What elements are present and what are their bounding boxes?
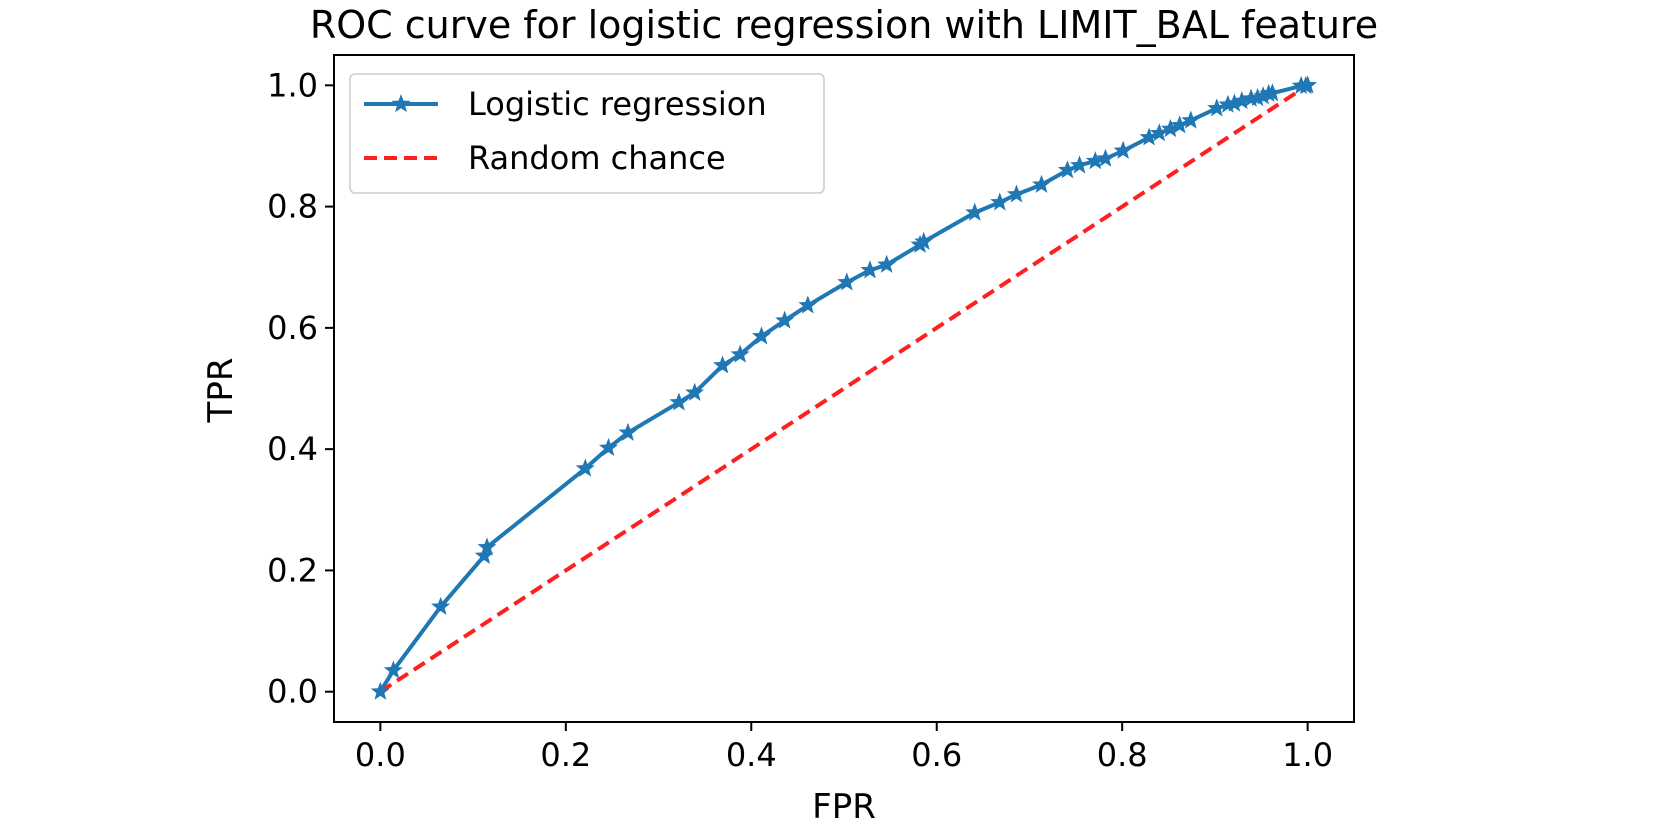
data-point-logistic-regression: [1218, 94, 1238, 113]
data-point-logistic-regression: [598, 437, 618, 457]
data-point-logistic-regression: [618, 422, 638, 441]
data-point-logistic-regression: [775, 310, 795, 329]
data-point-logistic-regression: [1224, 93, 1244, 112]
data-point-logistic-regression: [1232, 91, 1252, 110]
x-tick-label: 1.0: [1282, 736, 1333, 774]
legend-star-icon: [391, 94, 411, 113]
legend-label-random-chance: Random chance: [468, 139, 726, 177]
data-point-logistic-regression: [798, 295, 818, 314]
data-point-logistic-regression: [1149, 123, 1169, 142]
ticks-layer: 0.0 0.2 0.4 0.6 0.8 1.0 0.0 0.2 0.4 0.6 0.8 1.0: [267, 66, 1333, 774]
legend: Logistic regression Random chance: [349, 73, 825, 194]
data-point-logistic-regression: [1085, 151, 1105, 170]
data-point-logistic-regression: [1170, 115, 1190, 134]
y-tick-label: 0.4: [267, 430, 318, 468]
chart-title: ROC curve for logistic regression with L…: [310, 3, 1378, 47]
marks-layer: [370, 75, 1318, 700]
data-point-logistic-regression: [1032, 174, 1052, 193]
legend-box: [349, 73, 825, 194]
x-tick-label: 0.6: [911, 736, 962, 774]
data-point-logistic-regression: [1262, 83, 1282, 102]
x-axis-label: FPR: [812, 787, 876, 825]
data-point-logistic-regression: [370, 681, 390, 700]
data-point-logistic-regression: [1160, 118, 1180, 138]
data-point-logistic-regression: [914, 231, 934, 250]
y-tick-label: 0.2: [267, 551, 318, 589]
data-point-logistic-regression: [575, 458, 595, 477]
data-point-logistic-regression: [1181, 110, 1201, 129]
x-tick-label: 0.4: [726, 736, 777, 774]
data-point-logistic-regression: [669, 392, 689, 411]
data-point-logistic-regression: [965, 202, 985, 221]
legend-label-logistic-regression: Logistic regression: [468, 85, 767, 123]
data-point-logistic-regression: [837, 272, 857, 291]
y-tick-label: 1.0: [267, 66, 318, 104]
data-point-logistic-regression: [474, 545, 494, 564]
series-line-random-chance: [379, 83, 1309, 694]
data-point-logistic-regression: [1139, 127, 1159, 146]
plot-frame: [333, 54, 1355, 723]
data-point-logistic-regression: [1095, 148, 1115, 167]
data-point-logistic-regression: [877, 254, 897, 273]
y-tick-label: 0.0: [267, 673, 318, 711]
data-point-logistic-regression: [1057, 160, 1077, 179]
x-tick-label: 0.2: [540, 736, 591, 774]
data-point-logistic-regression: [1298, 75, 1318, 94]
data-point-logistic-regression: [1248, 88, 1268, 107]
y-tick-label: 0.8: [267, 188, 318, 226]
y-tick-label: 0.6: [267, 309, 318, 347]
data-point-logistic-regression: [1006, 184, 1026, 203]
data-point-logistic-regression: [431, 596, 451, 615]
x-tick-label: 0.8: [1097, 736, 1148, 774]
data-point-logistic-regression: [713, 355, 733, 374]
data-point-logistic-regression: [990, 192, 1010, 211]
data-point-logistic-regression: [685, 382, 705, 401]
data-point-logistic-regression: [730, 344, 750, 363]
data-point-logistic-regression: [1113, 140, 1133, 159]
data-point-logistic-regression: [1253, 86, 1273, 105]
data-point-logistic-regression: [1207, 98, 1227, 117]
y-axis-label: TPR: [201, 358, 241, 424]
data-point-logistic-regression: [860, 260, 880, 279]
x-tick-label: 0.0: [355, 736, 406, 774]
data-point-logistic-regression: [751, 326, 771, 345]
data-point-logistic-regression: [1070, 155, 1090, 174]
data-point-logistic-regression: [383, 660, 403, 679]
data-point-logistic-regression: [477, 537, 497, 556]
data-point-logistic-regression: [1241, 88, 1261, 107]
